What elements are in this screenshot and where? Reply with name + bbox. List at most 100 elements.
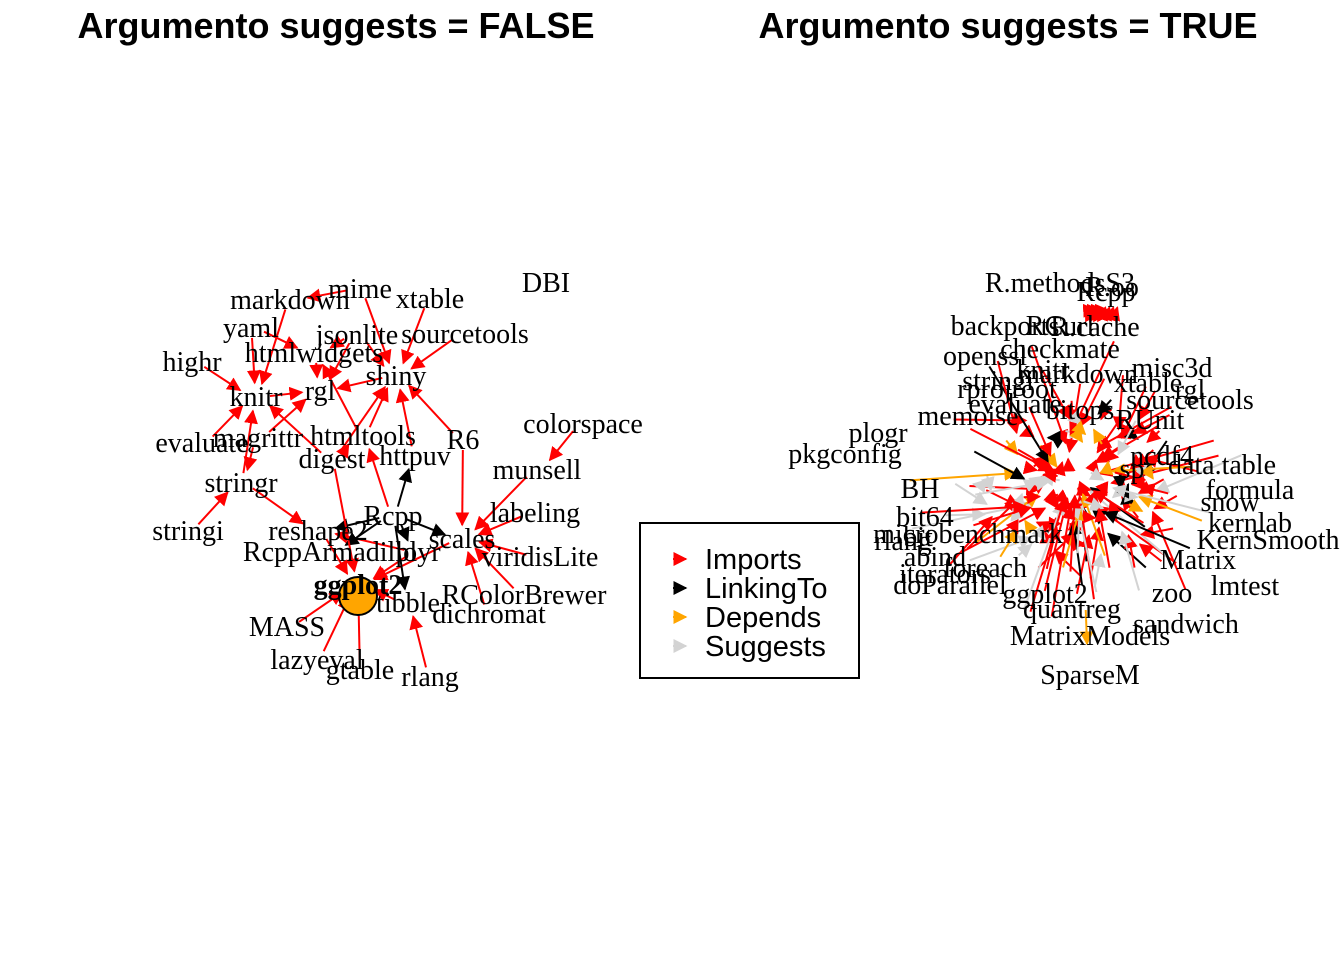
edge-labeling-to-scales <box>477 515 523 536</box>
left-panel: Argumento suggests = FALSE DBI mime xtable… <box>77 5 642 693</box>
cluster-edge <box>973 450 1026 480</box>
node-label-rcpparmadillo: RcppArmadillo <box>243 537 417 568</box>
cluster-edge <box>1023 490 1042 505</box>
node-label-ggplot2: ggplot2 <box>314 570 403 601</box>
edge-markdown-to-knitr <box>259 309 287 386</box>
edge-munsell-to-scales <box>474 476 528 531</box>
legend-label-depends: Depends <box>705 602 821 634</box>
cluster-edge <box>1024 519 1038 536</box>
edge-rcpp-to-plyr <box>396 523 410 542</box>
cluster-edge <box>1132 414 1170 435</box>
cluster-edge <box>969 535 1033 562</box>
edge-rcpp-to-httpuv <box>396 467 412 507</box>
cluster-edge <box>1069 427 1084 443</box>
edge-mime-to-shiny <box>364 297 392 365</box>
cluster-edge <box>1079 378 1106 428</box>
edge-xtable-to-shiny <box>401 307 426 365</box>
edge-rcpp-to-reshape2 <box>334 516 380 533</box>
node-label-foreach: foreach <box>943 553 1027 584</box>
cluster-edge <box>1042 468 1058 483</box>
cluster-edge <box>1029 497 1068 612</box>
node-label-rprojroot: rprojroot <box>957 374 1057 405</box>
cluster-edge <box>1094 507 1111 568</box>
cluster-edge <box>1123 488 1139 503</box>
node-label-dichromat: dichromat <box>432 599 546 630</box>
left-node-labels: DBI mime xtable markdown jsonlite sourcetools… <box>152 268 643 693</box>
edge-digest-to-ggplot2 <box>333 468 359 573</box>
node-label-stringi: stringi <box>962 366 1034 397</box>
cluster-edge <box>1114 470 1147 484</box>
edge-jsonlite-to-htmlwidgets <box>329 334 345 349</box>
cluster-edge <box>1065 424 1085 439</box>
edge-rcolorbrewer-to-scales <box>474 547 515 589</box>
cluster-edge <box>1084 490 1100 506</box>
node-label-data-table: data.table <box>1168 450 1276 481</box>
node-label-knitr: knitr <box>1017 355 1071 386</box>
node-label-evaluate: evaluate <box>155 428 248 459</box>
edge-rcpp-to-rcpparmadillo <box>344 520 382 546</box>
edge-dichromat-to-scales <box>465 550 486 605</box>
node-label-knitr: knitr <box>230 382 284 413</box>
cluster-edge <box>1039 472 1060 487</box>
node-label-dbi: DBI <box>522 268 570 299</box>
cluster-edge <box>945 507 987 522</box>
node-label-kernlab: kernlab <box>1208 508 1292 539</box>
node-label-htmlwidgets: htmlwidgets <box>245 338 383 369</box>
edge-rcpp-to-tibble <box>394 525 410 591</box>
node-label-yaml: yaml <box>223 313 279 344</box>
cluster-edge <box>1045 525 1061 570</box>
cluster-edge <box>1022 479 1039 493</box>
node-label-markdown: markdown <box>1018 359 1138 390</box>
cluster-edge <box>1075 534 1094 594</box>
node-label-ncdf4: ncdf4 <box>1130 441 1194 472</box>
node-label-r6: R6 <box>447 425 480 456</box>
cluster-edge <box>1091 552 1106 588</box>
edge-r6-to-shiny <box>408 384 454 434</box>
cluster-edge <box>1022 460 1039 475</box>
node-label-bh: BH <box>901 474 940 505</box>
cluster-edge <box>1099 404 1113 421</box>
node-label-ggplot2: ggplot2 <box>1002 579 1088 610</box>
edge-httpuv-to-shiny <box>395 388 413 447</box>
cluster-edge <box>1143 454 1198 473</box>
node-label-microbenchmark: microbenchmark <box>873 519 1063 550</box>
node-label-stringr: stringr <box>204 468 278 499</box>
node-label-markdown: markdown <box>230 285 350 316</box>
edge-magrittr-to-stringr <box>243 447 258 472</box>
cluster-edge <box>1111 483 1128 499</box>
left-hub <box>338 576 378 616</box>
hub-node-circle <box>338 576 378 616</box>
cluster-edge <box>1011 492 1025 509</box>
edge-jsonlite-to-shiny <box>365 341 385 367</box>
node-label-magrittr: magrittr <box>213 423 304 454</box>
node-label-quantreg: quantreg <box>1023 594 1121 625</box>
cluster-edge <box>1099 460 1114 476</box>
node-label-lazyeval: lazyeval <box>270 645 363 676</box>
cluster-edge <box>1095 481 1109 497</box>
edge-magrittr-to-rgl <box>268 398 307 433</box>
node-label-iterators: iterators <box>899 559 991 590</box>
cluster-edge <box>1140 525 1174 540</box>
edge-digest-to-shiny <box>339 385 386 452</box>
cluster-edge <box>1146 428 1162 443</box>
cluster-edge <box>1050 505 1076 617</box>
edge-htmltools-to-htmlwidgets <box>322 363 357 428</box>
node-label-sparsem: SparseM <box>1040 660 1140 691</box>
right-panel: Argumento suggests = TRUE R.methodsS3R.o… <box>758 5 1339 691</box>
node-label-rgl: rgl <box>305 376 336 407</box>
edge-reshape2-to-ggplot2 <box>325 538 349 575</box>
legend-label-imports: Imports <box>705 544 802 576</box>
node-label-xtable: xtable <box>1114 368 1182 399</box>
node-label-sourcetools: sourcetools <box>1126 385 1254 416</box>
edge-stringi-to-stringr <box>197 491 229 525</box>
node-label-lmtest: lmtest <box>1211 571 1280 602</box>
cluster-edge <box>1120 491 1136 505</box>
cluster-edge <box>1097 399 1113 415</box>
node-label-checkmate: checkmate <box>1000 334 1120 365</box>
right-edges <box>909 303 1242 646</box>
edge-sourcetools-to-shiny <box>410 338 454 370</box>
cluster-edge <box>1138 390 1157 421</box>
edge-knitr-to-rgl <box>269 386 304 401</box>
